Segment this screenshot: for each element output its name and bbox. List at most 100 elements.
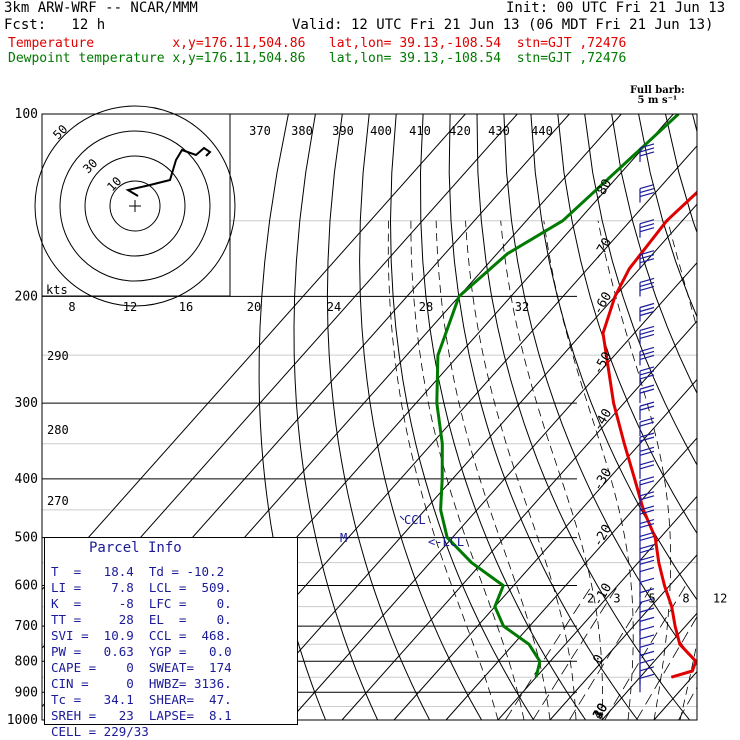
pressure-tick-label: 600 [15,579,38,594]
wind-barb-feather [639,421,655,427]
wind-barb-feather [639,460,655,466]
isotherm-label: -60 [590,290,615,318]
dry-adiabat [326,114,431,721]
wind-barb-feather [639,666,655,672]
isotherm-label: 40 [590,701,611,722]
wind-barb-feather [639,531,655,537]
hodograph-trace [125,146,212,197]
hodograph-ring [59,130,211,282]
wind-barbs [639,143,655,693]
wind-barb-feather [639,388,655,394]
theta-label-left: 290 [47,349,69,363]
isotherm-line [497,495,697,721]
wind-barb-feather [639,401,655,407]
wind-barb-feather [639,384,655,390]
moist-adiabat [706,221,740,720]
wind-barb-feather [639,346,655,353]
pressure-tick-label: 1000 [7,713,38,728]
wind-barb-feather [639,432,655,438]
wind-barb-feather [639,250,655,256]
theta-label: 370 [249,124,271,138]
hodograph-speed-label: 20 [247,300,261,314]
moist-adiabat [500,220,603,721]
parcel-row: CAPE = 0 SWEAT= 174 [51,660,232,675]
isotherm-label: -30 [590,466,615,494]
wind-barb-feather [639,354,655,361]
wind-barb-feather [639,191,655,198]
dry-adiabat [584,114,697,466]
lcl-label: <-LCL [428,535,464,549]
mixing-ratio-line [604,585,686,721]
mixing-ratio-line [569,585,653,721]
model-title: 3km ARW-WRF -- NCAR/MMM [4,0,198,16]
wind-barb-feather [639,366,655,372]
wind-barb-feather [639,555,655,561]
temperature-line [601,190,697,679]
pressure-tick-label: 100 [15,107,38,122]
moist-adiabat [732,221,740,720]
isotherm-label: -20 [590,522,615,550]
barb-legend-title: Full barb: [630,85,685,96]
moist-adiabat [387,220,499,721]
hodograph-ring [84,155,186,257]
theta-label: 390 [332,124,354,138]
pressure-tick-label: 500 [15,531,38,546]
ccl-marker [399,515,405,521]
plot-frame [41,113,698,721]
parcel-info-title: Parcel Info [89,540,182,556]
theta-label: 380 [291,124,313,138]
wind-barb-feather [639,658,655,664]
parcel-row: Tc = 34.1 SHEAR= 47. [51,692,232,707]
init-time: Init: 00 UTC Fri 21 Jun 13 [506,0,726,16]
isotherm-line [42,114,466,591]
hodograph-speed-label: 16 [179,300,193,314]
theta-label: 440 [531,124,553,138]
mixing-ratio-line [636,616,697,721]
parcel-row: TT = 28 EL = 0. [51,612,232,627]
wind-barb-feather [639,544,655,550]
parcel-row: CELL = 229/33 [51,724,149,739]
wind-barb-feather [639,505,655,511]
isotherm-label: 30 [590,701,611,722]
moist-adiabat [597,220,671,721]
wind-barb-feather [639,333,655,339]
wind-barb-feather [639,370,655,376]
pressure-tick-label: 700 [15,619,38,634]
wind-barb-feather [639,187,655,194]
parcel-row: LI = 7.8 LCL = 509. [51,580,232,595]
mixing-ratio-label: 2 [587,592,594,606]
barb-legend-unit: 5 m s⁻¹ [637,95,678,106]
dry-adiabat [389,114,535,721]
dry-adiabat [557,114,697,535]
parcel-row: PW = 0.63 YGP = 0.0 [51,644,232,659]
wind-barb-feather [639,588,655,594]
wind-barb-feather [639,417,655,423]
pressure-tick-label: 900 [15,685,38,700]
hodograph-speed-unit: kts [46,283,68,297]
wind-barb-feather [639,522,655,529]
theta-label: 430 [488,124,510,138]
dry-adiabat [692,114,697,134]
wind-barb-feather [639,476,655,482]
forecast-hour: Fcst: 12 h [4,17,106,33]
dry-adiabat [611,114,697,395]
wind-barb-feather [639,577,655,583]
ccl-label: CCL [404,513,426,527]
dry-adiabat [359,114,483,721]
dry-adiabat [530,114,697,601]
wind-barb-feather [639,258,655,264]
wind-barb-feather [639,535,655,541]
theta-label: 400 [370,124,392,138]
mixing-ratio-label: 12 [713,592,727,606]
hodograph-frame [41,113,231,297]
sounding-profiles [435,114,697,679]
wind-barb-feather [639,642,655,648]
isotherm-line [706,114,740,720]
wind-barb-feather [639,223,655,229]
hodograph-speed-label: 12 [123,300,137,314]
wind-barb-feather [639,464,655,470]
wind-barb-feather [639,183,655,190]
wind-barb-feather [639,450,655,456]
wind-barb-feather [639,302,655,309]
